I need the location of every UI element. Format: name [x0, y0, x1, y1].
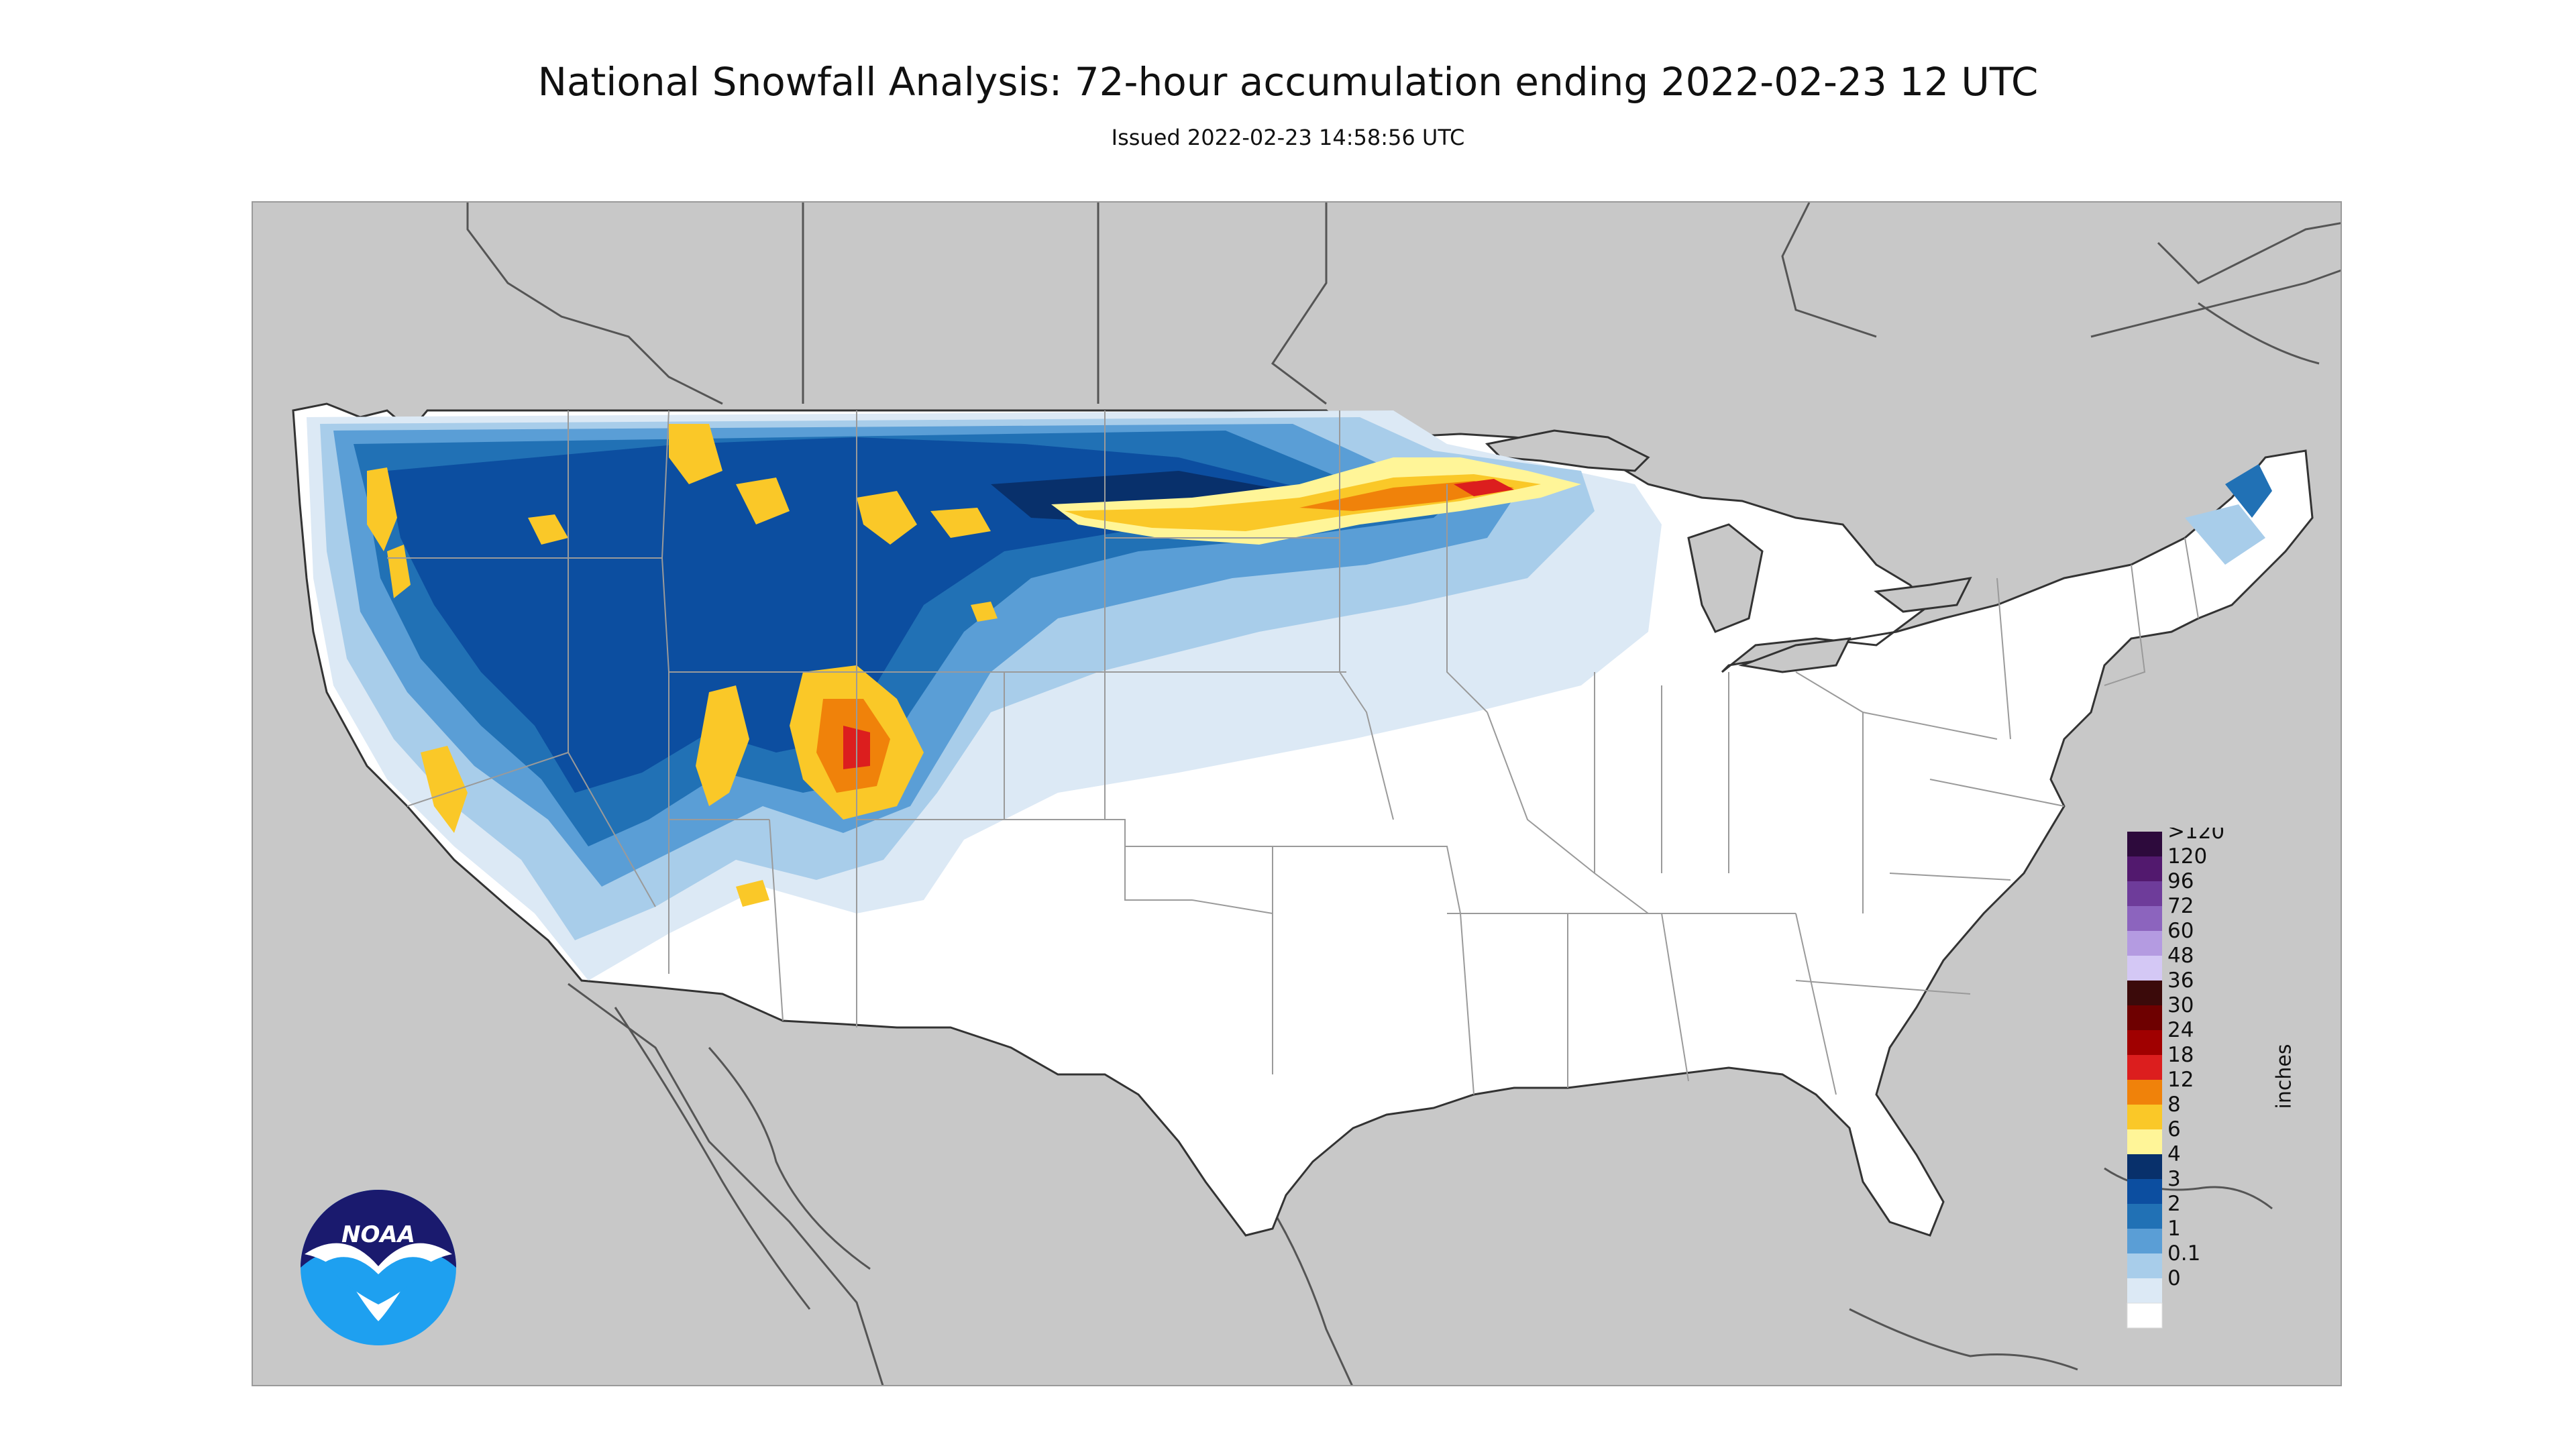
map-canvas [253, 203, 2341, 1385]
legend-swatch-3 [2127, 906, 2162, 931]
legend-swatch-zero [2127, 1302, 2163, 1329]
snowfall-shading [307, 410, 2272, 981]
legend-swatch-4 [2127, 931, 2162, 956]
legend-label-7: 30 [2167, 993, 2194, 1017]
noaa-logo-text: NOAA [341, 1221, 415, 1248]
legend-swatch-14 [2127, 1179, 2162, 1204]
legend-label-15: 2 [2167, 1192, 2181, 1216]
legend-swatch-6 [2127, 981, 2162, 1005]
legend-swatch-7 [2127, 1005, 2162, 1030]
legend-swatch-1 [2127, 856, 2162, 881]
legend-label-1: 120 [2167, 844, 2207, 869]
legend-swatch-18 [2127, 1278, 2162, 1303]
legend-swatch-8 [2127, 1030, 2162, 1055]
foreign-borders [466, 203, 2341, 1385]
legend-swatch-10 [2127, 1080, 2162, 1105]
legend-units-label: inches [2272, 1044, 2296, 1109]
legend-label-9: 18 [2167, 1043, 2194, 1067]
legend-swatch-9 [2127, 1055, 2162, 1080]
legend-label-17: 0.1 [2167, 1241, 2200, 1266]
legend-swatch-2 [2127, 881, 2162, 906]
noaa-logo: NOAA [301, 1190, 456, 1345]
legend-label-12: 6 [2167, 1117, 2181, 1141]
legend-label-18: 0 [2167, 1266, 2181, 1290]
legend-label-2: 96 [2167, 869, 2194, 893]
legend-swatch-0 [2127, 832, 2162, 856]
legend-label-5: 48 [2167, 944, 2194, 968]
legend-swatch-5 [2127, 956, 2162, 981]
issued-timestamp: Issued 2022-02-23 14:58:56 UTC [1111, 125, 1465, 150]
legend-label-6: 36 [2167, 968, 2194, 993]
legend-label-0: >120 [2167, 828, 2224, 844]
map-title: National Snowfall Analysis: 72-hour accu… [537, 59, 2039, 105]
legend-swatch-16 [2127, 1229, 2162, 1253]
legend-swatch-15 [2127, 1204, 2162, 1229]
legend-label-14: 3 [2167, 1167, 2181, 1191]
legend-label-13: 4 [2167, 1142, 2181, 1166]
legend-label-3: 72 [2167, 894, 2194, 918]
legend-label-16: 1 [2167, 1217, 2181, 1241]
snowfall-map: >120 120 96 72 60 48 36 30 24 18 12 8 6 4 3 2 1 0.1 0 [252, 201, 2342, 1386]
legend-label-11: 8 [2167, 1093, 2181, 1117]
legend-label-10: 12 [2167, 1068, 2194, 1092]
state-borders [387, 410, 2199, 1095]
legend-label-4: 60 [2167, 919, 2194, 943]
legend-swatch-17 [2127, 1253, 2162, 1278]
legend-label-8: 24 [2167, 1018, 2194, 1042]
legend-swatch-11 [2127, 1105, 2162, 1129]
legend-swatch-13 [2127, 1154, 2162, 1179]
legend-swatch-12 [2127, 1129, 2162, 1154]
